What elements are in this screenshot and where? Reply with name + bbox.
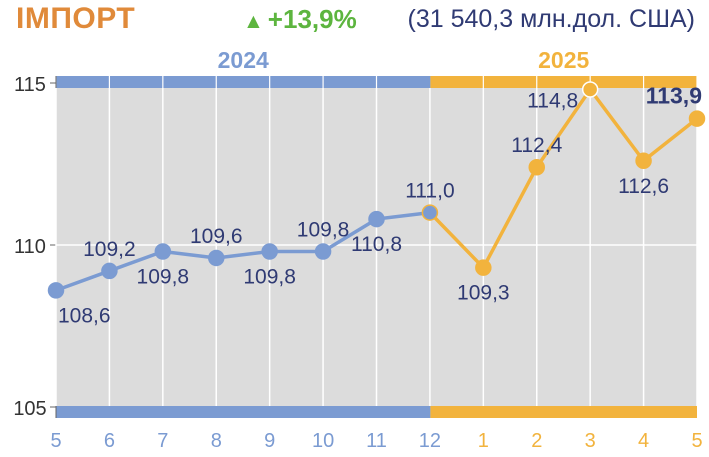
data-label: 113,9 xyxy=(646,83,702,109)
data-point xyxy=(688,110,706,127)
x-tick-label: 7 xyxy=(157,430,168,452)
series-line-segment xyxy=(374,210,432,221)
data-label: 109,3 xyxy=(457,282,510,305)
data-point xyxy=(208,249,225,267)
x-tick-label: 4 xyxy=(638,430,649,452)
x-tick-label: 3 xyxy=(585,430,596,452)
up-triangle-icon: ▲ xyxy=(243,10,264,33)
x-tick-label: 12 xyxy=(419,430,441,452)
series-line-segment xyxy=(107,249,165,273)
series-line-segment xyxy=(161,249,218,260)
series-line-segment xyxy=(588,87,646,163)
series-line-segment xyxy=(321,217,379,254)
y-tick-label: 105 xyxy=(13,398,46,420)
data-point xyxy=(635,152,652,170)
series-line-segment xyxy=(535,87,592,169)
data-label: 109,8 xyxy=(297,218,350,241)
data-label: 114,8 xyxy=(527,89,578,112)
data-point xyxy=(261,243,278,260)
year-label-2024: 2024 xyxy=(218,47,269,73)
data-label: 108,6 xyxy=(58,304,111,327)
data-label: 109,8 xyxy=(137,265,190,288)
data-point xyxy=(154,243,172,260)
x-tick-label: 6 xyxy=(104,430,115,452)
series-line-segment xyxy=(54,269,112,293)
data-label: 112,6 xyxy=(618,175,669,198)
data-label: 112,4 xyxy=(511,134,562,157)
year-band-2025-bottom xyxy=(430,406,697,418)
x-tick-label: 2 xyxy=(531,430,542,452)
data-point xyxy=(101,262,118,280)
data-point xyxy=(528,158,545,176)
y-tick-label: 110 xyxy=(14,236,46,258)
data-point xyxy=(368,210,385,228)
data-label: 109,2 xyxy=(83,238,136,261)
x-tick-label: 5 xyxy=(50,430,61,452)
year-band-2024-bottom xyxy=(56,406,431,418)
data-point xyxy=(47,282,65,299)
y-tick-label: 115 xyxy=(14,74,46,96)
x-tick-label: 8 xyxy=(211,430,222,452)
data-point xyxy=(581,81,599,98)
chart-title: ІМПОРТ xyxy=(16,2,136,35)
growth-value: +13,9% xyxy=(267,4,357,34)
data-label: 109,8 xyxy=(243,265,296,288)
year-band-2024-top xyxy=(56,76,431,88)
data-point xyxy=(421,204,439,221)
data-point xyxy=(475,259,492,276)
series-line-segment xyxy=(214,249,272,260)
year-label-2025: 2025 xyxy=(538,47,589,73)
x-tick-label: 11 xyxy=(366,430,387,452)
data-label: 109,6 xyxy=(190,225,243,248)
import-volume-note: (31 540,3 млн.дол. США) xyxy=(407,5,696,33)
x-tick-label: 5 xyxy=(691,430,702,452)
data-point xyxy=(314,243,332,260)
series-line-segment xyxy=(428,210,486,270)
year-band-2025-top xyxy=(430,76,697,88)
series-line-segment xyxy=(641,116,699,163)
x-tick-label: 1 xyxy=(478,430,489,452)
chart-header: ІМПОРТ ▲ +13,9% (31 540,3 млн.дол. США) xyxy=(0,0,709,44)
growth-indicator: ▲ +13,9% xyxy=(243,4,357,35)
series-line-segment xyxy=(481,165,539,270)
data-label: 110,8 xyxy=(351,233,402,256)
x-tick-label: 9 xyxy=(264,430,275,452)
data-label: 111,0 xyxy=(405,180,454,203)
x-tick-label: 10 xyxy=(312,430,334,452)
